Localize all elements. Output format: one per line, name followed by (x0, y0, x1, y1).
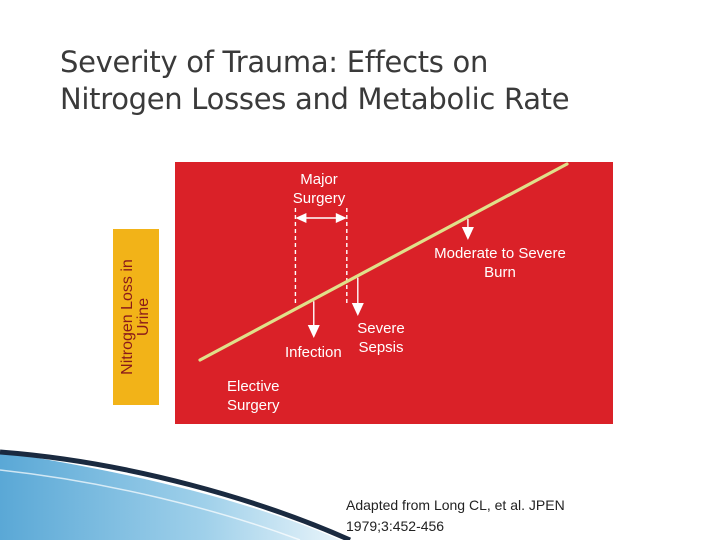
annotation-infection-line-1: Infection (285, 344, 342, 361)
major-surgery-range-arrow-right (335, 213, 347, 223)
slide-title: Severity of Trauma: Effects on Nitrogen … (60, 44, 680, 118)
annotation-elective-surgery-line-1: Elective (227, 378, 280, 395)
annotation-burn-line-1: Moderate to Severe (434, 245, 566, 262)
severe-sepsis-marker-head (351, 303, 364, 316)
citation-line-2: 1979;3:452-456 (346, 518, 445, 534)
annotation-major-surgery-line-2: Surgery (292, 190, 346, 207)
annotation-severe-sepsis-line-1: Severe (357, 320, 405, 337)
annotation-label-elective-surgery: Elective Surgery (227, 377, 280, 415)
y-axis-label: Nitrogen Loss in Urine (119, 259, 152, 375)
major-surgery-range-arrow-left (295, 213, 307, 223)
title-line-2: Nitrogen Losses and Metabolic Rate (60, 82, 570, 116)
annotation-label-moderate-severe-burn: Moderate to Severe Burn (425, 244, 575, 282)
annotation-elective-surgery-line-2: Surgery (227, 397, 280, 414)
annotation-label-severe-sepsis: Severe Sepsis (353, 319, 409, 357)
chart-panel: Major Surgery Elective Surgery Infection… (175, 162, 613, 424)
annotation-label-infection: Infection (285, 343, 342, 362)
y-axis-label-line-2: Urine (135, 297, 152, 337)
burn-marker-head (461, 227, 474, 240)
annotation-label-major-surgery: Major Surgery (289, 170, 349, 208)
citation-note: Adapted from Long CL, et al. JPEN 1979;3… (346, 495, 626, 537)
annotation-burn-line-2: Burn (484, 264, 516, 281)
annotation-major-surgery-line-1: Major (300, 171, 338, 188)
title-line-1: Severity of Trauma: Effects on (60, 45, 489, 79)
chart-plot (198, 162, 569, 362)
annotation-severe-sepsis-line-2: Sepsis (358, 339, 404, 356)
citation-line-1: Adapted from Long CL, et al. JPEN (346, 497, 565, 513)
trend-line (198, 162, 569, 362)
y-axis-label-line-1: Nitrogen Loss in (119, 259, 136, 375)
infection-marker-head (307, 325, 320, 338)
y-axis-label-box: Nitrogen Loss in Urine (113, 229, 159, 405)
